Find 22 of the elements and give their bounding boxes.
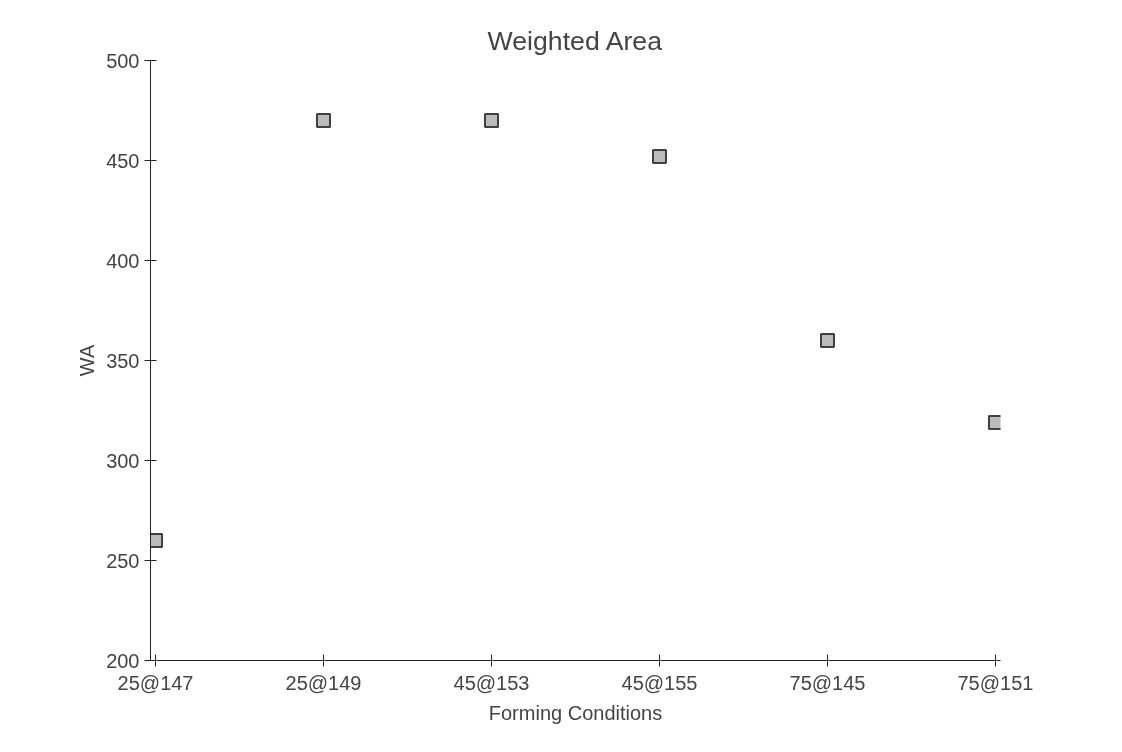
y-tick-label: 250 — [106, 549, 140, 572]
x-tick-label: 75@151 — [957, 671, 1034, 694]
chart-title: Weighted Area — [487, 25, 663, 56]
point — [819, 333, 835, 348]
y-tick-label: 450 — [106, 149, 140, 172]
point — [316, 113, 332, 128]
x-tick-label: 45@155 — [621, 671, 698, 694]
y-tick-label: 300 — [106, 449, 140, 472]
point — [651, 149, 667, 164]
x-tick-label: 25@149 — [285, 671, 362, 694]
x-tick-label: 75@145 — [789, 671, 866, 694]
x-tick-label: 25@147 — [117, 671, 194, 694]
point — [150, 533, 164, 548]
x-tick-label: 45@153 — [453, 671, 530, 694]
y-axis-title: WA — [76, 344, 99, 377]
point — [987, 415, 1001, 430]
point — [484, 113, 500, 128]
y-tick-label: 500 — [106, 49, 140, 72]
y-tick-label: 400 — [106, 249, 140, 272]
y-tick-label: 200 — [106, 649, 140, 672]
x-axis-title: Forming Conditions — [488, 701, 663, 724]
y-tick-label: 350 — [106, 349, 140, 372]
